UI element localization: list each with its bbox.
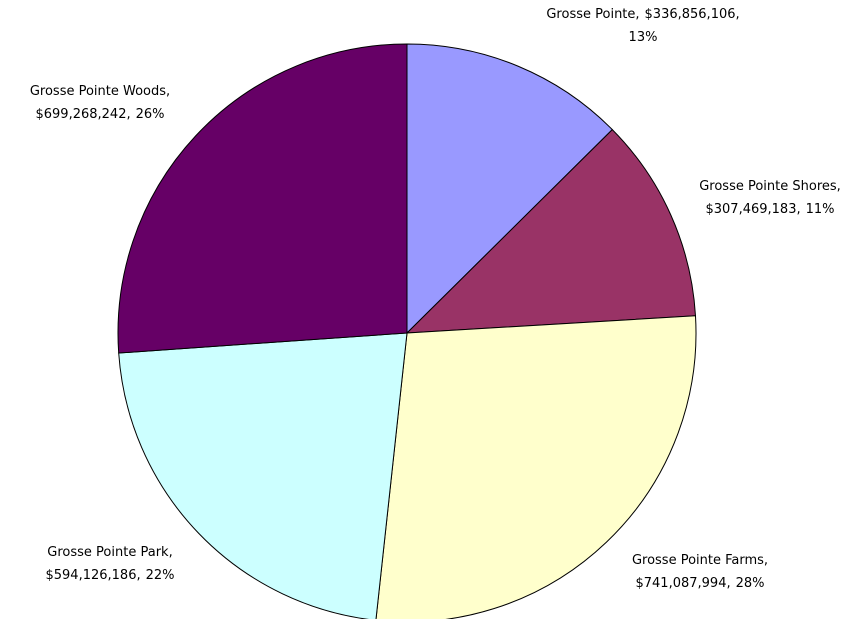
slice-label: Grosse Pointe, $336,856,106, 13% <box>546 7 739 45</box>
slice-label: Grosse Pointe Farms, $741,087,994, 28% <box>632 553 768 591</box>
slice-label: Grosse Pointe Shores, $307,469,183, 11% <box>699 179 841 217</box>
label-part: Grosse Pointe Shores, <box>699 179 841 194</box>
label-part: Grosse Pointe Farms, <box>632 553 768 568</box>
label-part: Grosse Pointe Park, <box>47 545 172 560</box>
slice-label: Grosse Pointe Woods, $699,268,242, 26% <box>30 84 170 122</box>
label-part: Grosse Pointe Woods, <box>30 84 170 99</box>
pie-slice <box>118 332 408 619</box>
label-part: 28% <box>736 576 765 591</box>
label-part: Grosse Pointe, <box>546 7 639 22</box>
label-part: 26% <box>136 107 165 122</box>
pie-slice <box>406 43 614 335</box>
label-part: 13% <box>629 30 658 45</box>
label-part: $336,856,106, <box>645 7 740 22</box>
slice-label: Grosse Pointe Park, $594,126,186, 22% <box>45 545 174 583</box>
pie-slice <box>405 128 697 334</box>
label-part: 22% <box>146 568 175 583</box>
label-part: $699,268,242, <box>35 107 130 122</box>
label-part: $741,087,994, <box>635 576 730 591</box>
label-part: $307,469,183, <box>705 202 800 217</box>
pie-slice <box>117 43 408 354</box>
pie-slice <box>375 315 697 619</box>
label-part: $594,126,186, <box>45 568 140 583</box>
label-part: 11% <box>806 202 835 217</box>
